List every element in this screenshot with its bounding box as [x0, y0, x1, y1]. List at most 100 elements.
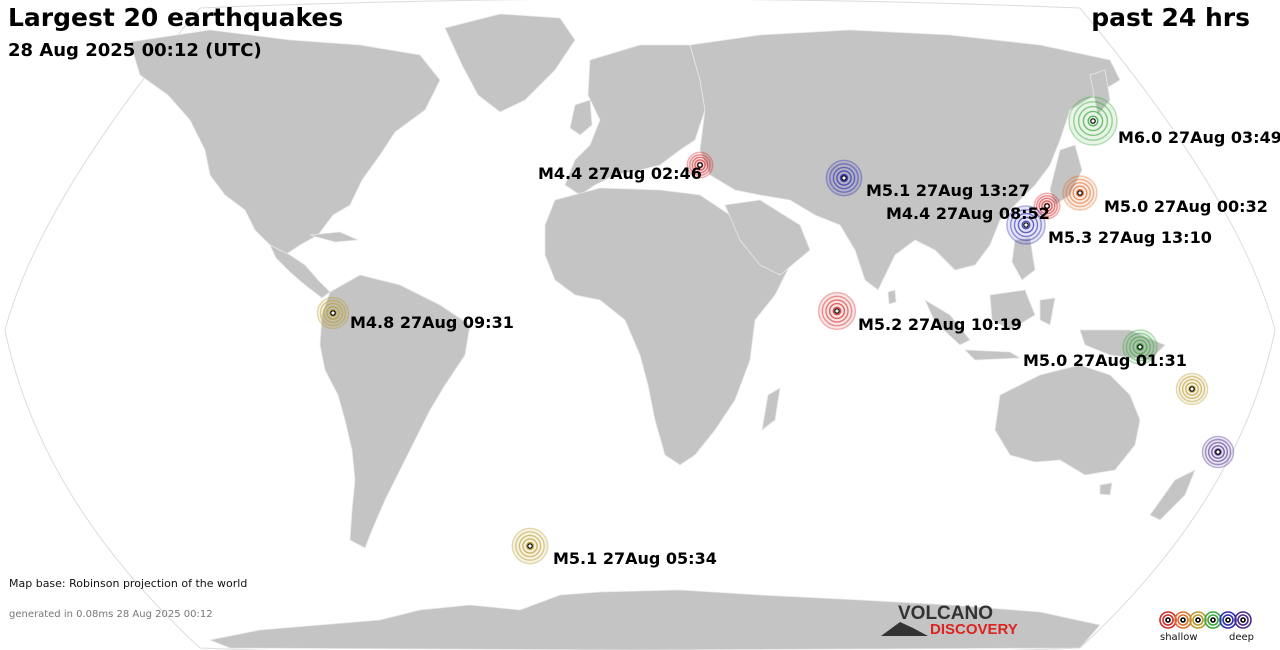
south-america [319, 274, 471, 549]
earthquake-ring [1069, 182, 1091, 204]
antarctica [208, 589, 1101, 650]
earthquake-ring [525, 541, 535, 551]
earthquake-marker[interactable] [817, 291, 857, 331]
quake-label-png[interactable]: M5.0 27Aug 01:31 [1023, 351, 1187, 370]
earthquake-ring [1075, 188, 1085, 198]
borneo [989, 289, 1036, 331]
earthquake-ring [1021, 220, 1031, 230]
earthquake-ring [518, 534, 542, 558]
earthquake-ring [1036, 195, 1058, 217]
legend-depth-ring [1237, 614, 1249, 626]
earthquake-ring [829, 163, 859, 193]
earthquake-ring [1214, 448, 1222, 456]
quake-label-carlsberg[interactable]: M5.2 27Aug 10:19 [858, 315, 1022, 334]
sumatra [924, 298, 971, 346]
legend-depth-ring [1195, 617, 1201, 623]
legend-shallow-label: shallow [1160, 632, 1198, 643]
legend-depth-ring [1225, 617, 1231, 623]
quake-label-taiwan[interactable]: M4.4 27Aug 08:52 [886, 204, 1050, 223]
greenland [444, 13, 576, 113]
earthquake-marker[interactable] [825, 159, 863, 197]
map-period: past 24 hrs [1091, 3, 1250, 32]
quake-label-kuril[interactable]: M6.0 27Aug 03:49 [1118, 128, 1280, 147]
quake-label-colombia[interactable]: M4.8 27Aug 09:31 [350, 313, 514, 332]
earthquake-ring [522, 538, 538, 554]
tasmania [1099, 482, 1113, 496]
quake-label-south-sandwich[interactable]: M5.1 27Aug 05:34 [553, 549, 717, 568]
earthquake-ring [326, 306, 340, 320]
earthquake-ring [839, 173, 849, 183]
legend-depth-ring [1207, 614, 1219, 626]
quake-label-philippines[interactable]: M5.3 27Aug 13:10 [1048, 228, 1212, 247]
legend-depth-ring [1177, 614, 1189, 626]
earthquake-ring [1010, 208, 1043, 241]
earthquake-ring [1125, 332, 1155, 362]
arabia [724, 199, 811, 276]
earthquake-marker[interactable] [316, 296, 350, 330]
earthquake-ring [1207, 441, 1229, 463]
earthquake-ring [322, 302, 344, 324]
legend-depth-ring [1192, 614, 1204, 626]
earthquake-marker[interactable] [1033, 192, 1061, 220]
legend-depth-ring [1174, 611, 1192, 629]
earthquake-ring [1188, 385, 1196, 393]
earthquake-ring [1211, 445, 1225, 459]
new-zealand [1149, 469, 1196, 521]
earthquake-ring [832, 306, 842, 316]
legend-depth-ring [1162, 614, 1174, 626]
earthquake-ring [1132, 339, 1148, 355]
volcano-discovery-logo[interactable]: VOLCANO DISCOVERY [880, 603, 1040, 643]
earthquake-marker[interactable] [511, 527, 549, 565]
legend-depth-ring [1204, 611, 1222, 629]
earthquake-ring [821, 295, 853, 327]
earthquake-epicenter [1044, 203, 1050, 209]
earthquake-ring [1087, 115, 1099, 127]
earthquake-ring [1178, 375, 1206, 403]
legend-depth-ring [1165, 617, 1171, 623]
kamchatka [1089, 69, 1111, 116]
earthquake-ring [1082, 110, 1104, 132]
quake-label-hindu-kush[interactable]: M5.1 27Aug 13:27 [866, 181, 1030, 200]
earthquake-ring [1065, 178, 1095, 208]
earthquake-ring [832, 166, 856, 190]
earthquake-ring [689, 154, 711, 176]
legend-deep-label: deep [1229, 632, 1254, 643]
earthquake-marker[interactable] [1006, 205, 1046, 245]
earthquake-epicenter [527, 543, 533, 549]
central-america [269, 244, 331, 299]
earthquake-marker[interactable] [1201, 435, 1235, 469]
earthquake-ring [515, 531, 545, 561]
legend-depth-ring [1219, 611, 1237, 629]
quake-label-turkey[interactable]: M4.4 27Aug 02:46 [538, 164, 702, 183]
generated-note: generated in 0.08ms 28 Aug 2025 00:12 [9, 609, 213, 620]
quake-label-japan[interactable]: M5.0 27Aug 00:32 [1104, 197, 1268, 216]
legend-depth-ring [1234, 611, 1252, 629]
java [963, 349, 1022, 361]
earthquake-marker[interactable] [1175, 372, 1209, 406]
earthquake-marker[interactable] [1062, 175, 1098, 211]
map-base-note: Map base: Robinson projection of the wor… [9, 577, 248, 590]
earthquake-ring [329, 309, 337, 317]
earthquake-ring [1129, 336, 1151, 358]
earthquake-epicenter [330, 310, 336, 316]
earthquake-marker[interactable] [686, 151, 714, 179]
legend-depth-ring [1240, 617, 1246, 623]
cuba [309, 231, 359, 243]
earthquake-epicenter [834, 308, 840, 314]
uk [569, 99, 593, 136]
depth-legend: shallow deep [1158, 608, 1268, 648]
legend-depth-ring [1189, 611, 1207, 629]
logo-text-volcano: VOLCANO [898, 603, 993, 624]
earthquake-ring [1041, 200, 1053, 212]
earthquake-marker[interactable] [1122, 329, 1158, 365]
earthquake-epicenter [1215, 449, 1221, 455]
earthquake-ring [1072, 185, 1088, 201]
earthquake-epicenter [1077, 190, 1083, 196]
landmasses [129, 13, 1196, 650]
earthquake-epicenter [697, 162, 703, 168]
australia [994, 364, 1141, 476]
earthquake-marker[interactable] [1068, 96, 1118, 146]
philippines [1011, 237, 1036, 281]
logo-volcano-shape [881, 622, 928, 636]
